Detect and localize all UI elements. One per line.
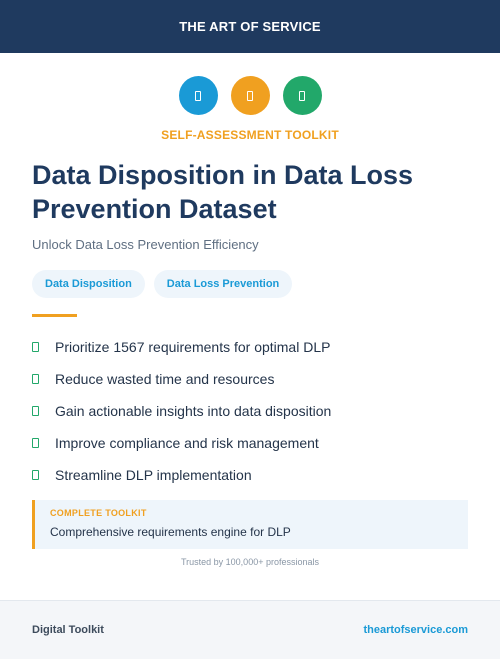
tag-data-disposition: Data Disposition [32, 270, 145, 298]
document-icon [178, 76, 218, 115]
benefit-text: Improve compliance and risk management [55, 435, 319, 451]
divider [32, 314, 77, 317]
benefit-text: Prioritize 1567 requirements for optimal… [55, 339, 331, 355]
footer: Digital Toolkit theartofservice.com [0, 600, 500, 659]
tag-data-loss-prevention: Data Loss Prevention [153, 270, 293, 298]
check-icon [32, 470, 39, 480]
callout-description: Comprehensive requirements engine for DL… [50, 525, 291, 539]
list-item: Gain actionable insights into data dispo… [32, 395, 472, 427]
document-icon [282, 76, 322, 115]
icon-row [0, 76, 500, 115]
list-item: Prioritize 1567 requirements for optimal… [32, 331, 472, 363]
subtitle: Unlock Data Loss Prevention Efficiency [32, 237, 259, 252]
check-icon [32, 342, 39, 352]
callout-label: COMPLETE TOOLKIT [50, 508, 147, 518]
benefit-list: Prioritize 1567 requirements for optimal… [32, 331, 472, 491]
benefit-text: Gain actionable insights into data dispo… [55, 403, 332, 419]
list-item: Streamline DLP implementation [32, 459, 472, 491]
check-icon [32, 438, 39, 448]
website-link[interactable]: theartofservice.com [363, 624, 468, 636]
list-item: Improve compliance and risk management [32, 427, 472, 459]
document-icon [230, 76, 270, 115]
check-icon [32, 406, 39, 416]
brand-name: THE ART OF SERVICE [179, 19, 321, 34]
check-icon [32, 374, 39, 384]
footer-label: Digital Toolkit [32, 624, 104, 636]
benefit-text: Reduce wasted time and resources [55, 371, 275, 387]
benefit-text: Streamline DLP implementation [55, 467, 252, 483]
kicker-label: SELF-ASSESSMENT TOOLKIT [161, 128, 339, 142]
tag-list: Data Disposition Data Loss Prevention [32, 270, 293, 298]
list-item: Reduce wasted time and resources [32, 363, 472, 395]
toolkit-callout: COMPLETE TOOLKIT Comprehensive requireme… [32, 500, 468, 549]
trusted-note: Trusted by 100,000+ professionals [180, 557, 319, 567]
header-bar: THE ART OF SERVICE [0, 0, 500, 53]
page-title: Data Disposition in Data Loss Prevention… [32, 160, 414, 224]
